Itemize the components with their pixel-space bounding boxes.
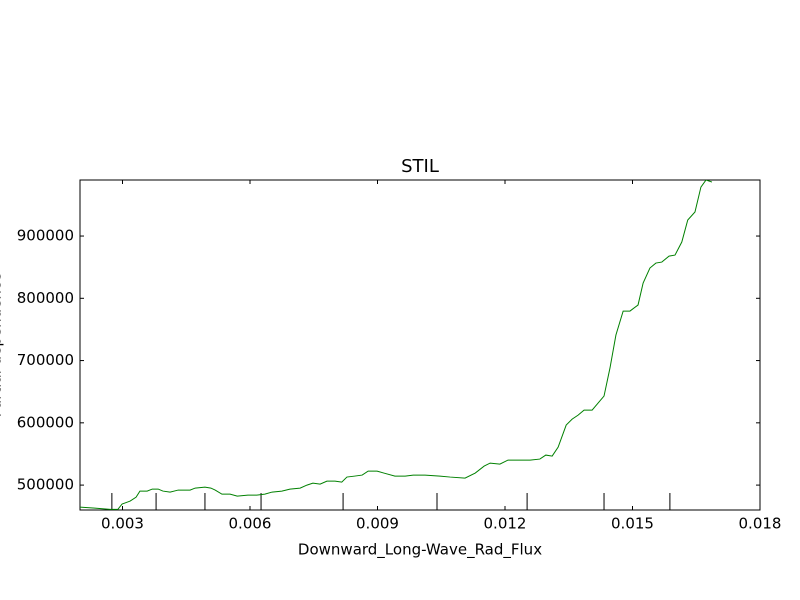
plot-frame (79, 179, 761, 511)
x-tick-label: 0.003 (101, 515, 144, 533)
y-tick-label: 800000 (17, 289, 74, 307)
x-axis-label: Downward_Long-Wave_Rad_Flux (298, 541, 542, 560)
x-tick-label: 0.018 (739, 515, 782, 533)
y-tick-label: 700000 (17, 351, 74, 369)
y-tick-label: 600000 (17, 413, 74, 431)
y-axis-label: Partial dependence (0, 273, 5, 418)
x-tick-label: 0.009 (356, 515, 399, 533)
data-line (80, 180, 713, 510)
chart-title: STIL (401, 156, 439, 177)
x-tick-label: 0.006 (229, 515, 272, 533)
y-tick-label: 500000 (17, 476, 74, 494)
x-tick-label: 0.012 (484, 515, 527, 533)
y-tick-label: 900000 (17, 227, 74, 245)
x-tick-label: 0.015 (611, 515, 654, 533)
